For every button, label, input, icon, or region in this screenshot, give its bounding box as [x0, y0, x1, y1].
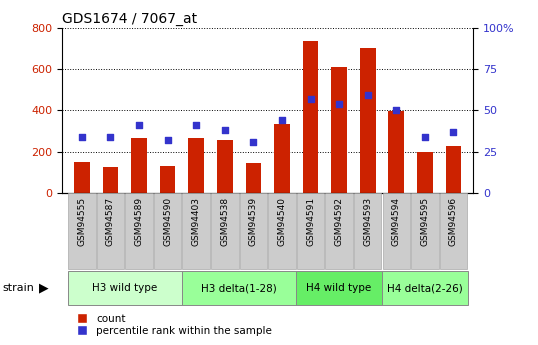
- Bar: [303, 41, 318, 193]
- FancyBboxPatch shape: [268, 193, 296, 269]
- Text: GSM94538: GSM94538: [220, 197, 229, 246]
- FancyBboxPatch shape: [383, 193, 410, 269]
- Bar: [245, 163, 261, 193]
- Bar: [160, 166, 175, 193]
- Bar: [445, 146, 461, 193]
- Text: GSM94596: GSM94596: [449, 197, 458, 246]
- Point: [164, 137, 172, 143]
- Text: GSM94593: GSM94593: [363, 197, 372, 246]
- Point: [449, 129, 458, 135]
- Point: [221, 128, 229, 133]
- Bar: [74, 162, 90, 193]
- Text: GSM94590: GSM94590: [163, 197, 172, 246]
- Text: ▶: ▶: [39, 282, 48, 295]
- Point: [106, 134, 115, 140]
- Text: GSM94587: GSM94587: [106, 197, 115, 246]
- FancyBboxPatch shape: [296, 271, 382, 305]
- FancyBboxPatch shape: [411, 193, 438, 269]
- FancyBboxPatch shape: [154, 193, 181, 269]
- Point: [192, 122, 201, 128]
- Point: [306, 96, 315, 101]
- Text: strain: strain: [3, 283, 34, 293]
- Bar: [388, 111, 404, 193]
- FancyBboxPatch shape: [182, 193, 210, 269]
- Bar: [360, 48, 376, 193]
- Bar: [331, 67, 347, 193]
- Point: [249, 139, 258, 145]
- Bar: [274, 124, 290, 193]
- Text: GSM94594: GSM94594: [392, 197, 401, 246]
- Bar: [103, 167, 118, 193]
- FancyBboxPatch shape: [182, 271, 296, 305]
- Text: GSM94595: GSM94595: [420, 197, 429, 246]
- FancyBboxPatch shape: [382, 271, 468, 305]
- FancyBboxPatch shape: [97, 193, 124, 269]
- Point: [335, 101, 343, 107]
- Bar: [417, 152, 433, 193]
- Point: [392, 108, 401, 113]
- Bar: [131, 138, 147, 193]
- Text: H4 delta(2-26): H4 delta(2-26): [387, 283, 463, 293]
- FancyBboxPatch shape: [68, 193, 96, 269]
- Legend: count, percentile rank within the sample: count, percentile rank within the sample: [67, 309, 277, 340]
- Bar: [217, 140, 232, 193]
- FancyBboxPatch shape: [297, 193, 324, 269]
- Text: GSM94592: GSM94592: [335, 197, 344, 246]
- Text: H3 delta(1-28): H3 delta(1-28): [201, 283, 277, 293]
- Text: GSM94591: GSM94591: [306, 197, 315, 246]
- FancyBboxPatch shape: [239, 193, 267, 269]
- Text: H3 wild type: H3 wild type: [92, 283, 158, 293]
- Point: [278, 118, 286, 123]
- Bar: [188, 138, 204, 193]
- Text: GSM94589: GSM94589: [134, 197, 144, 246]
- FancyBboxPatch shape: [325, 193, 353, 269]
- FancyBboxPatch shape: [125, 193, 153, 269]
- FancyBboxPatch shape: [68, 271, 182, 305]
- Text: GSM94539: GSM94539: [249, 197, 258, 246]
- Text: GSM94555: GSM94555: [77, 197, 87, 246]
- FancyBboxPatch shape: [354, 193, 381, 269]
- Point: [421, 134, 429, 140]
- Text: GSM94403: GSM94403: [192, 197, 201, 246]
- Point: [134, 122, 143, 128]
- Text: GSM94540: GSM94540: [278, 197, 286, 246]
- Point: [77, 134, 86, 140]
- FancyBboxPatch shape: [440, 193, 467, 269]
- FancyBboxPatch shape: [211, 193, 238, 269]
- Text: GDS1674 / 7067_at: GDS1674 / 7067_at: [62, 12, 197, 26]
- Text: H4 wild type: H4 wild type: [307, 283, 372, 293]
- Point: [363, 93, 372, 98]
